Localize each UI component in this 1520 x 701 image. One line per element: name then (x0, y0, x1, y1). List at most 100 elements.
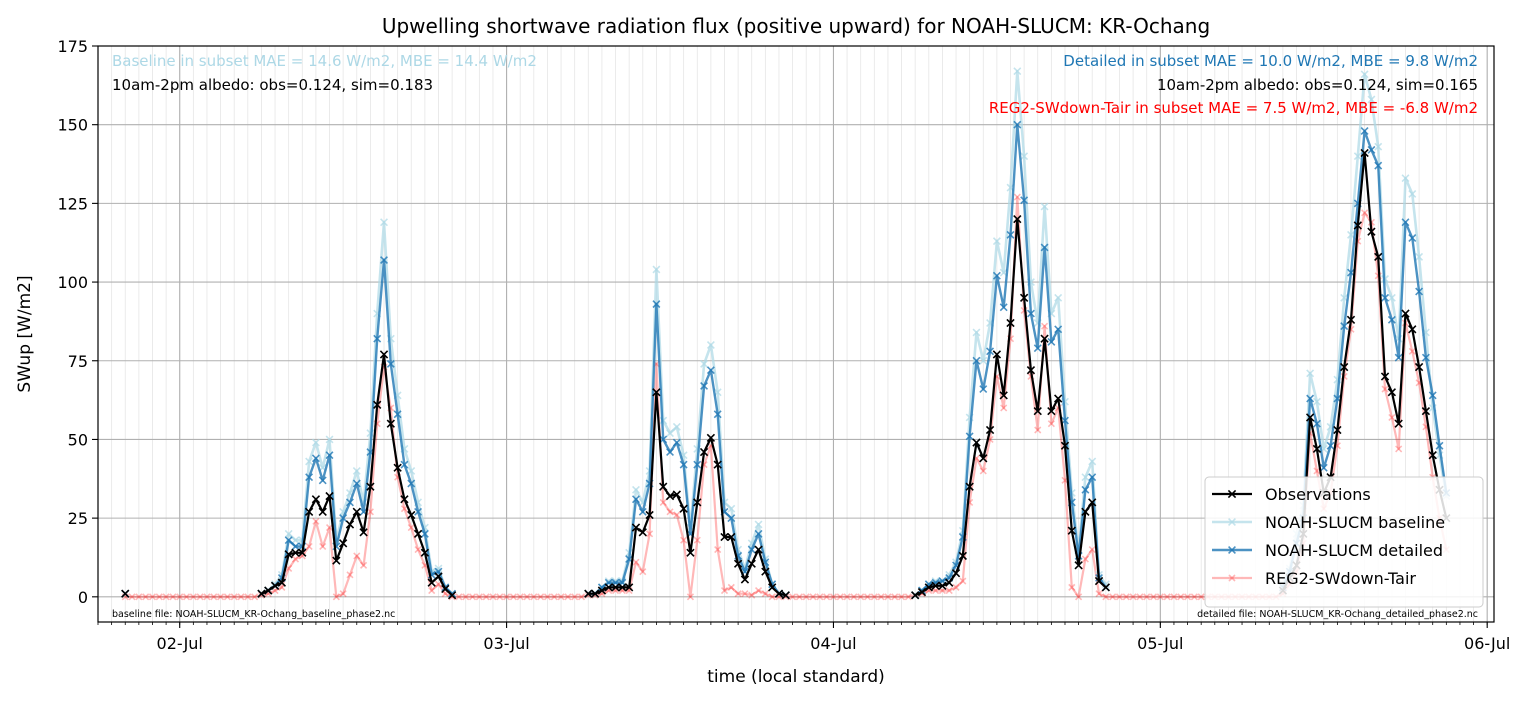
data-point (345, 520, 355, 529)
data-point (1367, 145, 1376, 154)
data-point (672, 438, 681, 447)
data-point (789, 593, 797, 601)
data-point (1367, 227, 1376, 236)
data-point (1136, 593, 1144, 601)
data-point (496, 593, 504, 601)
data-point (693, 498, 702, 507)
data-point (312, 517, 320, 525)
data-point (318, 507, 327, 517)
x-tick-label: 06-Jul (1464, 634, 1510, 653)
data-point (1380, 372, 1390, 381)
data-point (597, 586, 607, 595)
data-point (1040, 202, 1049, 211)
data-point (659, 498, 667, 506)
data-point (1401, 174, 1410, 183)
y-axis: 0 25 50 75 100 125 150 175 (57, 37, 98, 607)
data-point (1013, 67, 1022, 76)
data-point (700, 359, 709, 368)
data-point (284, 536, 293, 545)
data-point (1319, 463, 1328, 472)
data-point (938, 581, 947, 590)
data-point (754, 586, 763, 595)
data-point (257, 589, 266, 598)
data-point (870, 593, 878, 601)
data-point (741, 590, 749, 598)
data-point (646, 530, 654, 538)
data-point (1326, 441, 1335, 450)
data-point (734, 590, 742, 598)
data-point (427, 578, 436, 587)
data-point (652, 300, 661, 309)
data-point (952, 583, 960, 591)
data-point (434, 564, 443, 573)
legend-marker (1228, 546, 1236, 554)
data-point (686, 548, 695, 557)
data-point (999, 303, 1008, 312)
data-point (809, 593, 817, 601)
data-point (1088, 473, 1097, 482)
data-point (1054, 394, 1063, 403)
data-point (1095, 590, 1103, 598)
data-point (482, 593, 490, 601)
x-tick-label: 03-Jul (483, 634, 529, 653)
data-point (420, 529, 429, 538)
data-point (1381, 293, 1390, 302)
data-point (1054, 325, 1063, 334)
data-point (311, 454, 320, 463)
data-point (624, 583, 634, 592)
data-point (972, 356, 981, 365)
data-point (1374, 252, 1383, 262)
data-point (639, 568, 647, 576)
data-point (291, 555, 300, 563)
data-point (1312, 419, 1321, 428)
data-point (1408, 347, 1416, 355)
data-point (1190, 593, 1198, 601)
data-point (489, 593, 497, 601)
data-point (305, 473, 314, 482)
data-point (727, 504, 736, 513)
data-point (1387, 388, 1397, 397)
data-point (1360, 148, 1369, 158)
data-point (148, 593, 157, 601)
baseline-stats-annotation: Baseline in subset MAE = 14.6 W/m2, MBE … (112, 52, 537, 70)
data-point (733, 559, 743, 568)
data-point (352, 507, 361, 517)
data-point (1333, 425, 1342, 435)
data-point (217, 593, 225, 601)
data-point (346, 571, 354, 579)
data-point (564, 593, 572, 601)
data-point (291, 548, 300, 557)
data-point (468, 593, 477, 601)
baseline-file-note: baseline file: NOAH-SLUCM_KR-Ochang_base… (112, 609, 395, 620)
data-point (537, 593, 545, 601)
data-point (393, 410, 402, 419)
y-tick-label: 125 (57, 194, 88, 213)
legend-marker (1228, 518, 1236, 526)
data-point (304, 507, 314, 517)
chart-title: Upwelling shortwave radiation flux (posi… (382, 14, 1210, 38)
y-tick-label: 100 (57, 273, 88, 292)
legend-box (1204, 476, 1484, 608)
data-point (1006, 318, 1015, 328)
data-point (210, 593, 218, 601)
data-point (877, 593, 885, 601)
y-tick-label: 75 (68, 352, 88, 371)
legend-label: Observations (1265, 485, 1371, 504)
data-point (992, 350, 1002, 359)
data-point (727, 583, 735, 591)
data-point (550, 593, 558, 601)
legend-label: NOAH-SLUCM detailed (1265, 541, 1443, 560)
data-point (979, 356, 988, 365)
data-point (972, 328, 981, 337)
data-point (1394, 419, 1403, 428)
data-point (407, 524, 415, 532)
data-point (420, 548, 430, 557)
minor-grid (97, 46, 1488, 622)
data-point (311, 438, 320, 447)
data-point (1026, 309, 1035, 318)
data-point (1067, 526, 1076, 535)
data-point (1421, 353, 1430, 362)
data-point (693, 536, 701, 544)
data-point (1360, 127, 1369, 135)
data-point (189, 593, 197, 601)
